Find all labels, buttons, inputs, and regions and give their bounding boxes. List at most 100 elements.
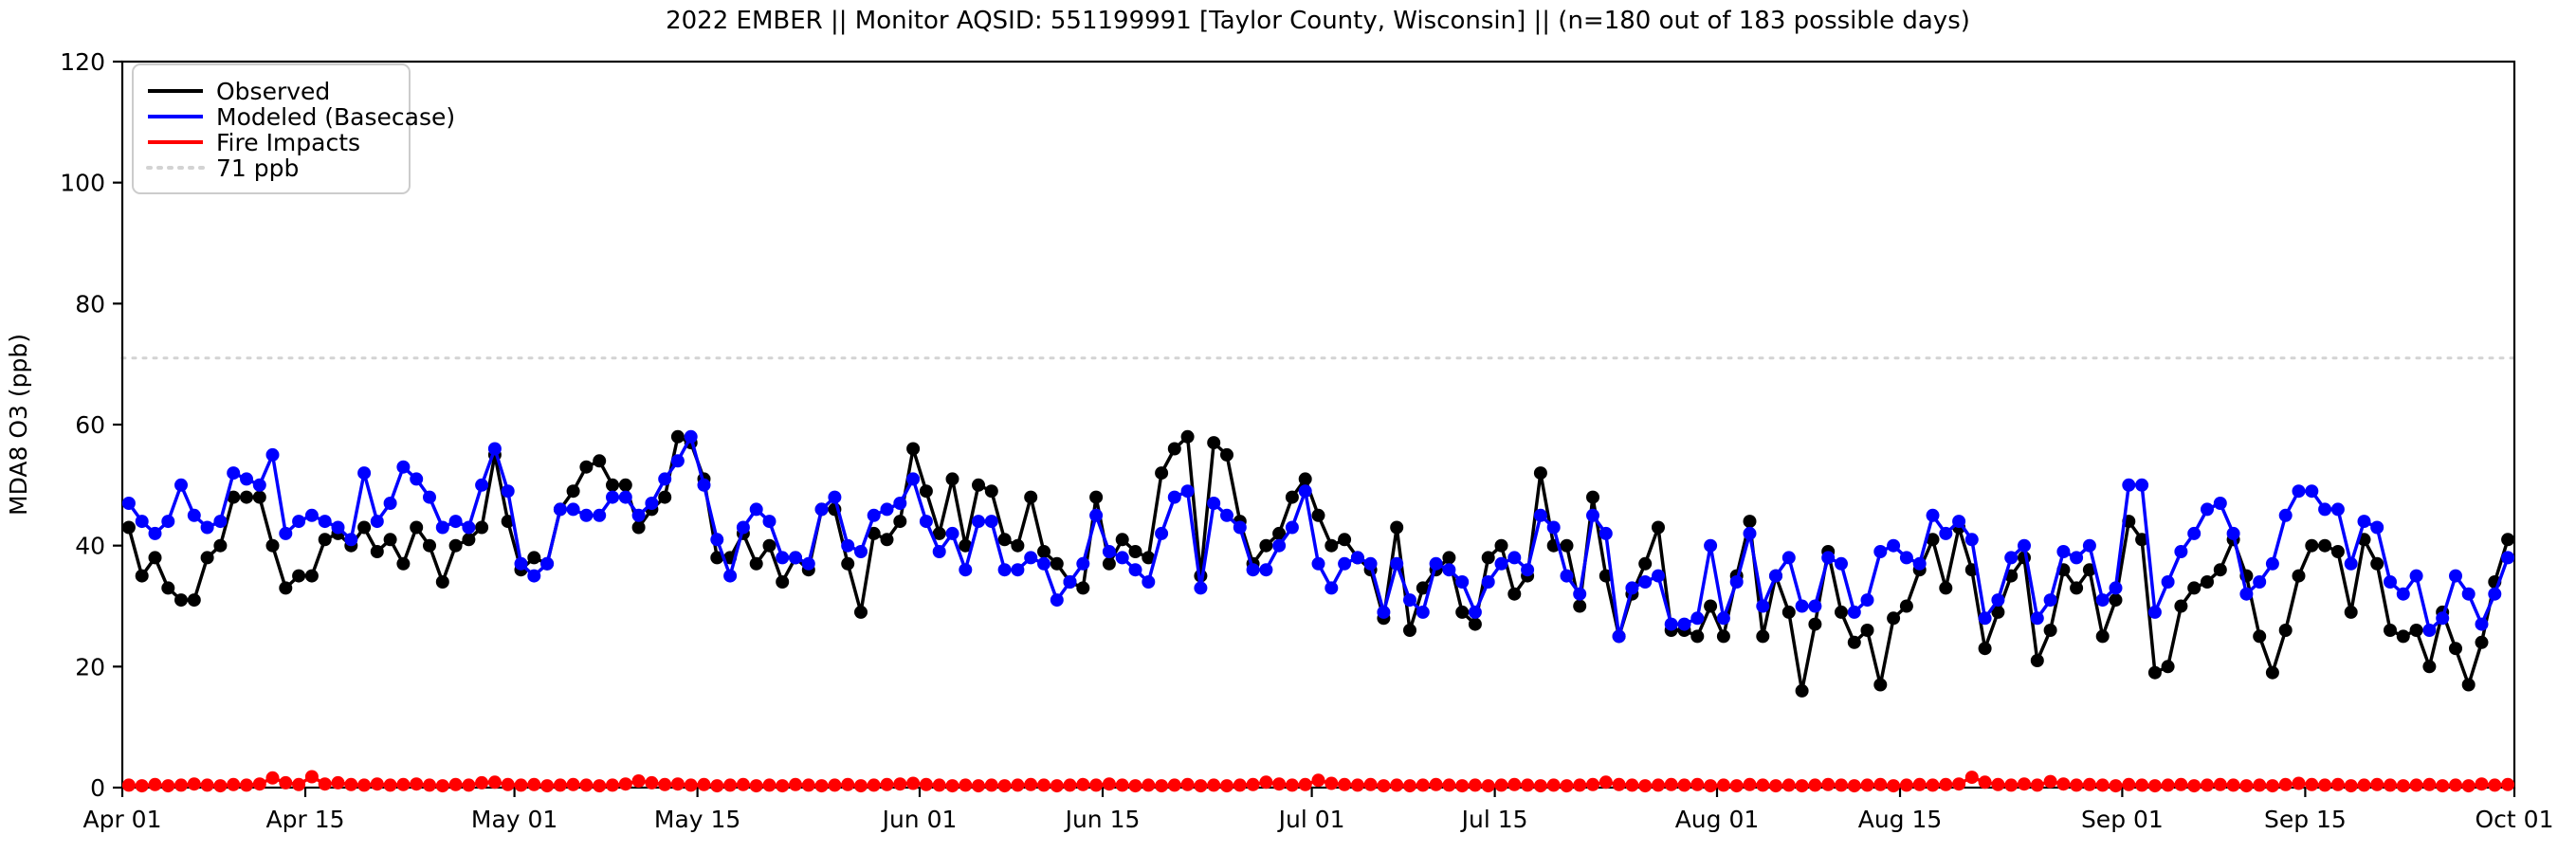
modeled-basecase-marker bbox=[854, 545, 868, 558]
fire-impacts-marker bbox=[670, 777, 685, 791]
modeled-basecase-marker bbox=[959, 563, 973, 577]
fire-impacts-marker bbox=[383, 778, 397, 792]
y-tick-label: 80 bbox=[75, 290, 105, 318]
modeled-basecase-marker bbox=[1926, 508, 1940, 522]
fire-impacts-marker bbox=[1220, 779, 1233, 793]
modeled-basecase-marker bbox=[1063, 575, 1077, 589]
observed-marker bbox=[527, 551, 541, 565]
observed-marker bbox=[1024, 490, 1038, 504]
observed-marker bbox=[1481, 551, 1495, 565]
modeled-basecase-marker bbox=[1311, 556, 1325, 571]
fire-impacts-marker bbox=[2501, 777, 2515, 791]
modeled-basecase-marker bbox=[2122, 478, 2136, 492]
fire-impacts-marker bbox=[2004, 778, 2019, 792]
observed-marker bbox=[762, 538, 776, 553]
modeled-basecase-marker bbox=[318, 515, 332, 529]
observed-marker bbox=[187, 593, 201, 608]
observed-marker bbox=[383, 533, 397, 547]
fire-impacts-marker bbox=[1167, 778, 1181, 792]
observed-marker bbox=[593, 454, 607, 468]
modeled-basecase-marker bbox=[370, 515, 384, 529]
observed-marker bbox=[1716, 629, 1730, 644]
fire-impacts-marker bbox=[2253, 778, 2267, 792]
observed-marker bbox=[1533, 466, 1547, 481]
modeled-basecase-marker bbox=[762, 515, 776, 529]
modeled-basecase-marker bbox=[1560, 569, 1574, 583]
observed-marker bbox=[265, 538, 280, 553]
modeled-basecase-marker bbox=[2357, 515, 2371, 529]
modeled-basecase-marker bbox=[1677, 617, 1691, 631]
modeled-basecase-marker bbox=[265, 447, 280, 462]
fire-impacts-marker bbox=[1664, 777, 1678, 791]
modeled-basecase-marker bbox=[593, 508, 607, 522]
modeled-basecase-marker bbox=[435, 520, 449, 535]
fire-impacts-marker bbox=[2135, 778, 2149, 792]
fire-impacts-marker bbox=[1677, 778, 1691, 792]
fire-impacts-marker bbox=[2278, 777, 2293, 791]
modeled-basecase-marker bbox=[187, 508, 201, 522]
observed-marker bbox=[423, 538, 436, 553]
fire-impacts-marker bbox=[1180, 777, 1195, 791]
fire-impacts-marker bbox=[1533, 779, 1547, 793]
observed-marker bbox=[1403, 624, 1416, 637]
modeled-basecase-marker bbox=[1481, 575, 1495, 589]
observed-series bbox=[121, 429, 2515, 698]
fire-impacts-marker bbox=[984, 778, 998, 792]
observed-marker bbox=[2449, 642, 2462, 656]
modeled-basecase-marker bbox=[684, 429, 698, 444]
fire-impacts-marker bbox=[1847, 779, 1861, 793]
modeled-basecase-marker bbox=[1821, 551, 1836, 565]
modeled-basecase-marker bbox=[1964, 533, 1979, 547]
observed-marker bbox=[1167, 442, 1181, 456]
observed-marker bbox=[2330, 545, 2345, 558]
modeled-basecase-marker bbox=[893, 497, 907, 510]
fire-impacts-marker bbox=[1546, 778, 1561, 792]
modeled-basecase-marker bbox=[475, 478, 489, 492]
observed-marker bbox=[984, 484, 998, 499]
x-tick-label: May 01 bbox=[471, 806, 557, 833]
fire-impacts-marker bbox=[1272, 777, 1287, 791]
fire-impacts-marker bbox=[2161, 778, 2175, 792]
fire-impacts-marker bbox=[1233, 778, 1247, 792]
observed-marker bbox=[2292, 569, 2306, 583]
fire-impacts-marker bbox=[187, 777, 201, 791]
modeled-basecase-marker bbox=[1325, 581, 1339, 595]
fire-impacts-marker bbox=[1155, 779, 1169, 793]
fire-impacts-marker bbox=[1652, 778, 1665, 792]
modeled-basecase-marker bbox=[841, 538, 855, 553]
legend-box bbox=[132, 64, 411, 194]
y-tick-label: 100 bbox=[60, 170, 105, 197]
observed-marker bbox=[1298, 472, 1312, 486]
chart-title: 2022 EMBER || Monitor AQSID: 551199991 [… bbox=[666, 7, 1970, 35]
observed-marker bbox=[2265, 665, 2279, 680]
modeled-basecase-marker bbox=[1089, 508, 1104, 522]
modeled-basecase-marker bbox=[279, 526, 293, 540]
observed-marker bbox=[2201, 575, 2214, 589]
fire-impacts-marker bbox=[2147, 779, 2162, 793]
observed-marker bbox=[252, 490, 266, 504]
observed-marker bbox=[972, 478, 985, 492]
fire-impacts-marker bbox=[240, 778, 253, 792]
fire-impacts-marker bbox=[893, 777, 907, 791]
fire-impacts-marker bbox=[2122, 777, 2136, 791]
modeled-basecase-marker bbox=[2409, 569, 2423, 583]
x-tick-label: Apr 15 bbox=[266, 806, 345, 833]
modeled-basecase-marker bbox=[2135, 478, 2149, 492]
modeled-basecase-marker bbox=[2449, 569, 2462, 583]
fire-impacts-marker bbox=[2056, 777, 2071, 791]
modeled-basecase-marker bbox=[776, 551, 790, 565]
modeled-basecase-marker bbox=[2174, 545, 2188, 558]
legend-label-1: Modeled (Basecase) bbox=[216, 103, 455, 131]
fire-impacts-marker bbox=[357, 778, 372, 792]
modeled-basecase-marker bbox=[631, 508, 646, 522]
fire-impacts-marker bbox=[2226, 778, 2240, 792]
fire-impacts-marker bbox=[1102, 777, 1116, 791]
observed-marker bbox=[2461, 678, 2476, 692]
fire-impacts-marker bbox=[1743, 777, 1757, 791]
observed-marker bbox=[357, 520, 372, 535]
fire-impacts-marker bbox=[566, 777, 580, 791]
observed-marker bbox=[1155, 466, 1169, 481]
fire-impacts-marker bbox=[2213, 777, 2227, 791]
